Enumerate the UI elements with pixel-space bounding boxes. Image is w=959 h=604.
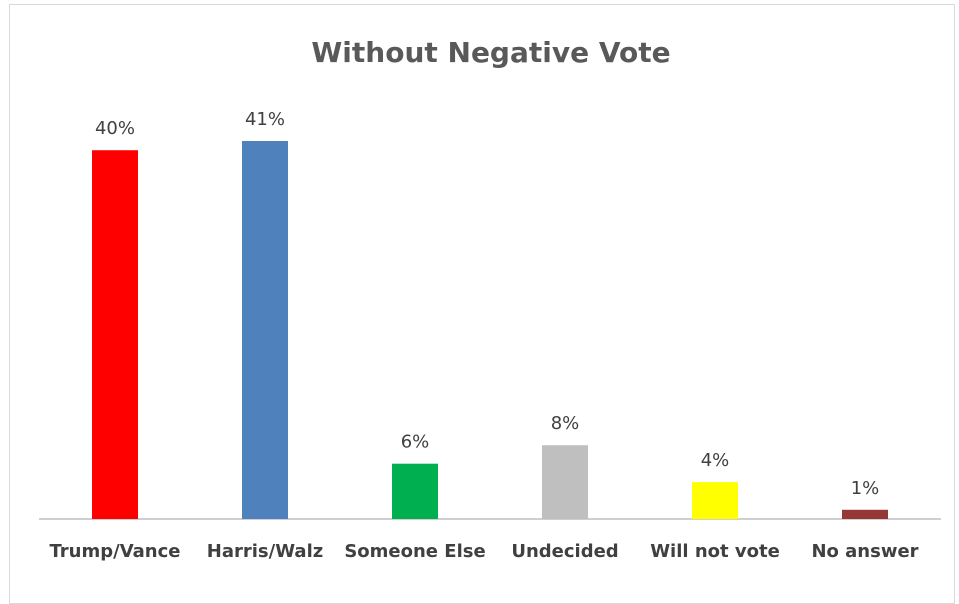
x-tick-label-5: No answer xyxy=(811,541,918,562)
chart-frame xyxy=(9,4,955,604)
data-label-5: 1% xyxy=(851,478,880,499)
bar-chart: Without Negative Vote 40% 41% 6% 8% 4% 1% Tru… xyxy=(39,36,941,562)
data-label-4: 4% xyxy=(701,450,730,471)
data-label-0: 40% xyxy=(95,118,135,139)
bars-layer xyxy=(92,141,888,519)
bar-3 xyxy=(542,445,588,519)
data-labels-layer: 40% 41% 6% 8% 4% 1% xyxy=(95,109,879,499)
data-label-1: 41% xyxy=(245,109,285,130)
x-tick-label-2: Someone Else xyxy=(344,541,485,562)
bar-5 xyxy=(842,509,888,519)
data-label-2: 6% xyxy=(401,432,430,453)
bar-2 xyxy=(392,463,438,519)
bar-0 xyxy=(92,150,138,519)
bar-4 xyxy=(692,482,738,519)
x-tick-label-1: Harris/Walz xyxy=(207,541,323,562)
bar-1 xyxy=(242,141,288,519)
x-tick-label-0: Trump/Vance xyxy=(50,541,181,562)
x-tick-label-4: Will not vote xyxy=(650,541,780,562)
chart-title: Without Negative Vote xyxy=(311,36,670,69)
x-axis-tick-labels: Trump/Vance Harris/Walz Someone Else Undeci… xyxy=(50,541,919,562)
data-label-3: 8% xyxy=(551,413,580,434)
x-tick-label-3: Undecided xyxy=(511,541,618,562)
